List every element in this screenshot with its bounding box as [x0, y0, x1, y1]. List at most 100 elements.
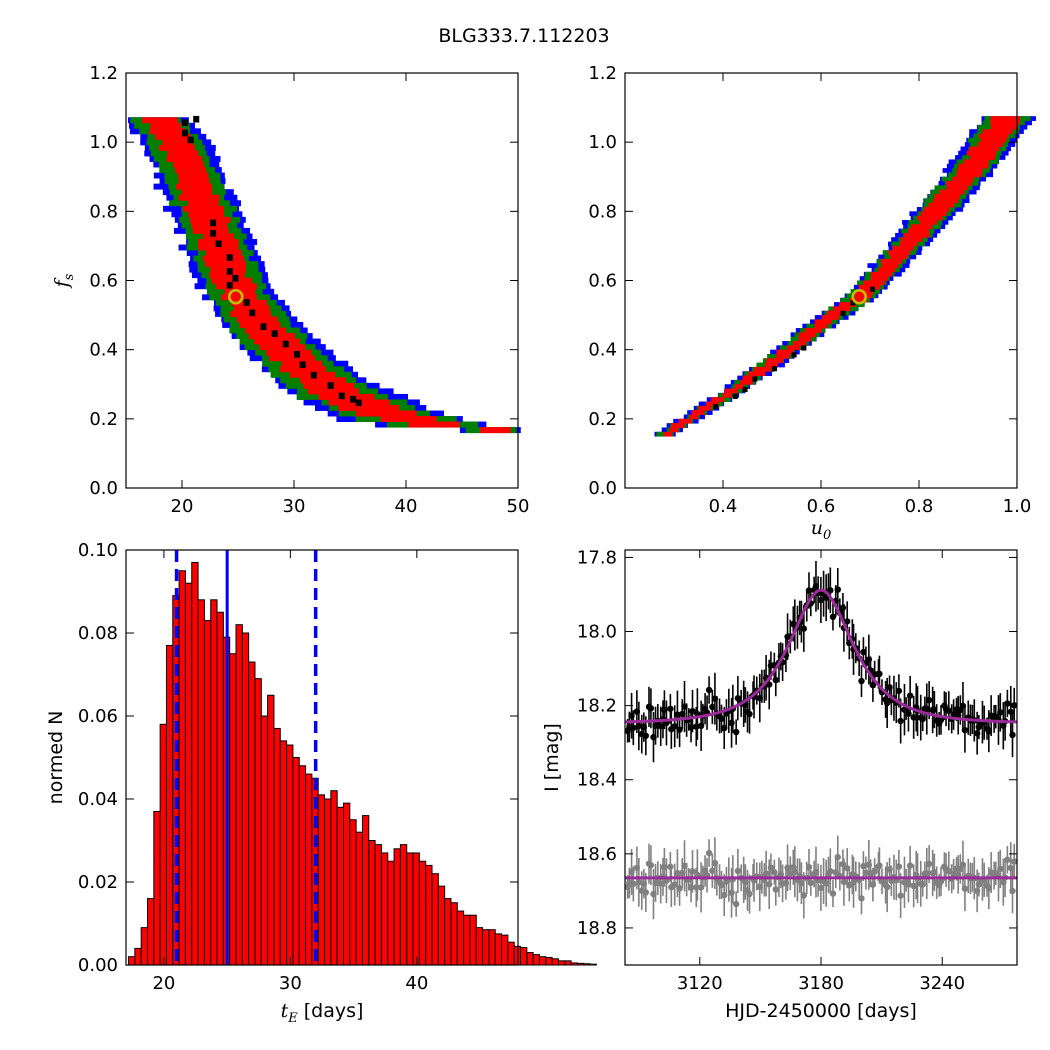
x-axis-label-unit: [days]: [298, 1000, 364, 1022]
posterior-cell-green: [409, 405, 416, 411]
posterior-cell-blue: [891, 237, 896, 242]
posterior-cell-red: [198, 205, 204, 212]
posterior-cell-red: [769, 362, 774, 368]
posterior-cell-blue: [374, 382, 380, 389]
posterior-cell-red: [798, 336, 803, 342]
posterior-cell-blue: [173, 227, 180, 234]
posterior-cell-red: [353, 405, 359, 411]
residual-point: [860, 862, 867, 870]
posterior-cell-blue: [246, 239, 253, 245]
posterior-cell-red: [1007, 116, 1012, 121]
posterior-cell-red: [190, 167, 196, 173]
posterior-cell-blue: [341, 416, 347, 422]
posterior-cell-red: [973, 146, 979, 152]
posterior-cell-red: [889, 258, 894, 264]
data-point: [1009, 731, 1016, 739]
posterior-cell-red: [348, 405, 354, 411]
posterior-cell-red: [289, 371, 296, 378]
data-point: [676, 726, 683, 733]
posterior-cell-blue: [1022, 124, 1028, 130]
posterior-cell-green: [928, 232, 933, 238]
posterior-cell-red: [934, 194, 940, 199]
posterior-cell-green: [290, 377, 296, 384]
posterior-cell-blue: [916, 207, 922, 212]
posterior-cell-green: [924, 198, 929, 204]
posterior-cell-red: [319, 371, 326, 378]
posterior-cell-green: [891, 241, 896, 247]
posterior-cell-blue: [964, 146, 970, 152]
posterior-cell-green: [220, 299, 227, 306]
posterior-cell-red: [950, 185, 956, 191]
x-axis-label: tE [days]: [281, 1000, 364, 1026]
posterior-cell-green: [246, 272, 253, 279]
posterior-cell-red: [169, 144, 175, 151]
posterior-cell-red: [358, 393, 365, 400]
posterior-cell-green: [737, 388, 743, 394]
posterior-cell-green: [226, 222, 233, 229]
posterior-cell-blue: [249, 244, 255, 251]
posterior-cell-red: [187, 200, 194, 207]
posterior-cell-blue: [795, 328, 801, 333]
posterior-cell-red: [210, 250, 217, 256]
posterior-cell-green: [756, 362, 761, 368]
posterior-cell-green: [220, 305, 226, 312]
histogram-bar: [538, 956, 547, 966]
posterior-cell-green: [402, 421, 408, 428]
posterior-cell-green: [767, 353, 772, 359]
posterior-cell-blue: [883, 284, 888, 290]
posterior-cell-red: [208, 194, 215, 201]
posterior-cell-red: [265, 310, 271, 317]
posterior-cell-black: [226, 268, 233, 275]
histogram-bar: [336, 806, 344, 966]
posterior-cell-green: [709, 405, 714, 411]
x-tick-label: 0.4: [709, 496, 738, 517]
posterior-cell-red: [178, 194, 185, 201]
posterior-cell-red: [206, 189, 213, 196]
residual-point: [925, 860, 933, 868]
posterior-cell-green: [908, 219, 913, 225]
posterior-cell-red: [225, 216, 231, 223]
posterior-cell-red: [318, 388, 324, 395]
posterior-cell-blue: [433, 410, 439, 417]
posterior-cell-green: [1001, 146, 1007, 152]
posterior-cell-green: [1003, 142, 1009, 147]
posterior-cell-red: [994, 116, 1000, 121]
posterior-cell-red: [949, 198, 955, 204]
posterior-cell-blue: [903, 224, 908, 230]
posterior-cell-red: [954, 185, 960, 191]
posterior-cell-blue: [960, 146, 966, 152]
posterior-cell-blue: [220, 178, 226, 185]
posterior-cell-blue: [216, 167, 222, 173]
posterior-cell-blue: [459, 427, 466, 434]
posterior-cell-blue: [210, 144, 216, 151]
posterior-cell-red: [728, 388, 734, 394]
posterior-cell-red: [905, 250, 910, 255]
posterior-cell-green: [726, 397, 731, 402]
posterior-cell-red: [995, 124, 1000, 130]
data-point: [630, 724, 637, 731]
posterior-cell-red: [880, 258, 886, 264]
posterior-cell-green: [981, 172, 986, 178]
posterior-cell-red: [1003, 116, 1008, 121]
posterior-cell-red: [970, 150, 976, 156]
posterior-cell-blue: [322, 349, 329, 356]
posterior-cell-red: [990, 120, 995, 126]
posterior-cell-green: [192, 239, 199, 245]
posterior-cell-green: [977, 124, 983, 130]
residual-point: [635, 879, 643, 886]
posterior-cells: [128, 115, 521, 434]
posterior-cell-red: [178, 178, 185, 185]
histogram-bar: [475, 927, 484, 966]
posterior-cell-red: [188, 211, 194, 218]
posterior-cell-red: [281, 360, 287, 367]
posterior-cell-red: [500, 427, 506, 434]
posterior-cell-blue: [202, 294, 208, 301]
posterior-cell-red: [328, 399, 335, 406]
posterior-cell-red: [902, 254, 908, 260]
posterior-cell-blue: [208, 161, 215, 168]
posterior-cell-blue: [149, 156, 155, 162]
posterior-cell-red: [814, 319, 820, 325]
posterior-cell-red: [245, 310, 251, 317]
posterior-cell-green: [828, 306, 833, 312]
posterior-cell-red: [764, 362, 770, 368]
